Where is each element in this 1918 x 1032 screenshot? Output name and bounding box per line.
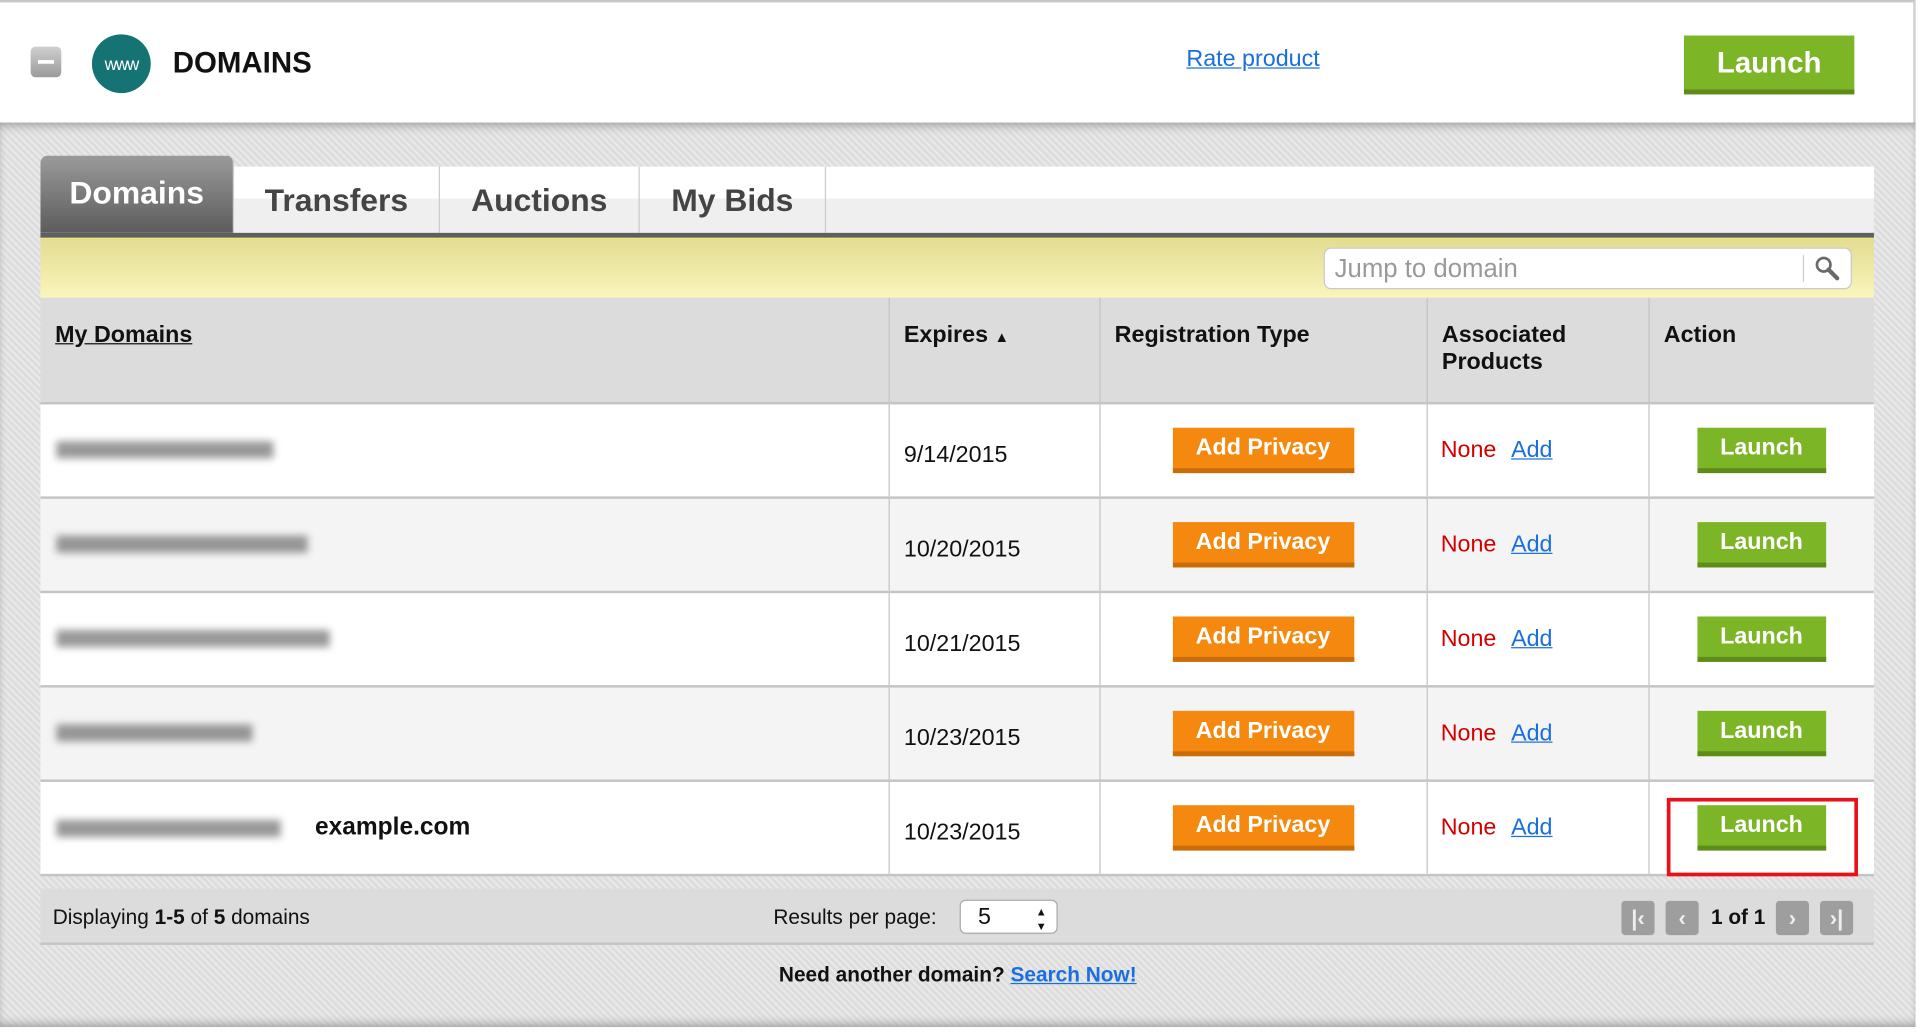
column-my-domains[interactable]: My Domains: [40, 297, 890, 405]
highlight-box: [1666, 797, 1859, 877]
column-associated-products: Associated Products: [1426, 297, 1650, 405]
domain-cell: example.com: [40, 780, 890, 877]
expires-cell: 10/21/2015: [888, 591, 1100, 688]
add-privacy-button[interactable]: Add Privacy: [1172, 522, 1354, 568]
table-row: example.com 10/23/2015 Add Privacy None Add L…: [40, 780, 1874, 877]
jump-to-domain-search[interactable]: [1323, 247, 1852, 290]
domain-cell: [40, 591, 890, 688]
results-per-page-select[interactable]: 5 ▲ ▼: [959, 899, 1058, 934]
results-per-page-label: Results per page:: [773, 905, 937, 930]
expires-cell: 10/23/2015: [888, 686, 1100, 782]
displaying-count: Displaying 1-5 of 5 domains: [52, 905, 310, 930]
table-row: 10/21/2015 Add Privacy None Add Launch: [40, 591, 1874, 688]
sort-asc-icon: ▲: [994, 328, 1010, 346]
next-page-button[interactable]: ›: [1775, 900, 1809, 936]
products-cell: None Add: [1426, 403, 1650, 499]
domain-cell: [40, 403, 890, 499]
domain-label: example.com: [314, 813, 471, 841]
launch-button[interactable]: Launch: [1697, 805, 1826, 851]
add-product-link[interactable]: Add: [1511, 436, 1553, 463]
page-indicator: 1 of 1: [1710, 905, 1766, 930]
column-registration-type: Registration Type: [1099, 297, 1428, 405]
blurred-domain-name[interactable]: [56, 630, 330, 648]
products-cell: None Add: [1426, 591, 1650, 688]
add-product-link[interactable]: Add: [1511, 814, 1553, 841]
blurred-domain-name[interactable]: [56, 536, 308, 554]
action-cell: Launch: [1648, 686, 1874, 782]
add-privacy-button[interactable]: Add Privacy: [1172, 805, 1354, 851]
products-none: None: [1440, 625, 1497, 652]
domain-cell: [40, 686, 890, 782]
expires-cell: 9/14/2015: [888, 403, 1100, 499]
tab-divider: [40, 232, 1874, 238]
search-divider: [1802, 254, 1805, 282]
table-row: 9/14/2015 Add Privacy None Add Launch: [40, 403, 1874, 499]
add-product-link[interactable]: Add: [1511, 720, 1553, 746]
blurred-domain-name[interactable]: [56, 441, 274, 459]
tab-domains[interactable]: Domains: [40, 155, 235, 233]
my-domains-sort-link[interactable]: My Domains: [55, 322, 193, 349]
add-privacy-button[interactable]: Add Privacy: [1172, 616, 1354, 662]
launch-button[interactable]: Launch: [1697, 522, 1826, 568]
prev-page-button[interactable]: ‹: [1665, 900, 1699, 936]
add-privacy-button[interactable]: Add Privacy: [1172, 710, 1354, 757]
registration-cell: Add Privacy: [1099, 403, 1428, 499]
domains-table: My Domains Expires ▲ Registration Type A…: [40, 297, 1874, 877]
table-footer: Displaying 1-5 of 5 domains Results per …: [40, 888, 1874, 945]
column-action: Action: [1648, 297, 1874, 405]
select-arrows-icon: ▲ ▼: [1035, 905, 1047, 933]
products-none: None: [1440, 720, 1497, 746]
blurred-domain-name[interactable]: [56, 724, 253, 743]
launch-button-header[interactable]: Launch: [1683, 35, 1855, 95]
search-input[interactable]: [1332, 251, 1803, 289]
table-row: 10/23/2015 Add Privacy None Add Launch: [40, 686, 1874, 782]
expires-label[interactable]: Expires: [903, 322, 989, 349]
products-none: None: [1440, 436, 1497, 463]
add-privacy-button[interactable]: Add Privacy: [1172, 427, 1354, 474]
tab-my-bids[interactable]: My Bids: [640, 166, 827, 233]
search-prompt-text: Need another domain?: [778, 963, 1011, 987]
products-none: None: [1440, 814, 1497, 841]
last-page-button[interactable]: ›|: [1820, 900, 1854, 936]
column-expires[interactable]: Expires ▲: [888, 297, 1100, 405]
add-product-link[interactable]: Add: [1511, 531, 1553, 558]
launch-button[interactable]: Launch: [1697, 616, 1826, 662]
table-header-row: My Domains Expires ▲ Registration Type A…: [40, 297, 1874, 405]
action-cell: Launch: [1648, 780, 1874, 877]
products-none: None: [1440, 531, 1497, 558]
tab-bar: [234, 166, 1874, 233]
launch-button[interactable]: Launch: [1697, 427, 1826, 474]
expires-cell: 10/20/2015: [888, 497, 1100, 594]
collapse-icon[interactable]: [30, 46, 62, 78]
products-cell: None Add: [1426, 780, 1650, 877]
expires-cell: 10/23/2015: [888, 780, 1100, 877]
rate-product-link[interactable]: Rate product: [1186, 46, 1320, 73]
products-cell: None Add: [1426, 686, 1650, 782]
page-title: DOMAINS: [172, 46, 312, 80]
blurred-domain-name[interactable]: [56, 819, 281, 838]
app-header: [0, 0, 1916, 123]
registration-cell: Add Privacy: [1099, 497, 1428, 594]
action-cell: Launch: [1648, 497, 1874, 594]
www-globe-icon: www: [91, 34, 151, 94]
tab-auctions[interactable]: Auctions: [440, 166, 640, 233]
products-cell: None Add: [1426, 497, 1650, 594]
search-prompt: Need another domain? Search Now!: [0, 963, 1916, 988]
search-now-link[interactable]: Search Now!: [1010, 963, 1137, 987]
tab-transfers[interactable]: Transfers: [234, 166, 440, 233]
add-product-link[interactable]: Add: [1511, 625, 1553, 652]
action-cell: Launch: [1648, 403, 1874, 499]
registration-cell: Add Privacy: [1099, 686, 1428, 782]
search-icon[interactable]: [1814, 255, 1841, 282]
action-cell: Launch: [1648, 591, 1874, 688]
launch-button[interactable]: Launch: [1697, 710, 1826, 757]
table-row: 10/20/2015 Add Privacy None Add Launch: [40, 497, 1874, 594]
registration-cell: Add Privacy: [1099, 591, 1428, 688]
registration-cell: Add Privacy: [1099, 780, 1428, 877]
domain-cell: [40, 497, 890, 594]
first-page-button[interactable]: |‹: [1621, 900, 1655, 936]
